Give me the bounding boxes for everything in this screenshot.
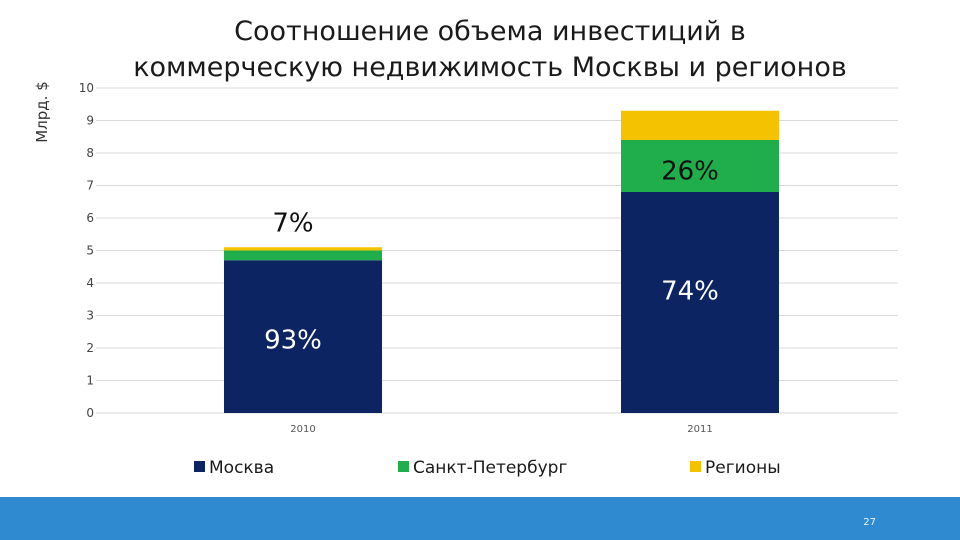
- x-axis-ticks: 2010 2011: [290, 424, 712, 435]
- bar-segment-2011-3: [621, 110, 779, 140]
- y-tick-label: 10: [79, 81, 94, 95]
- bar-segment-2011-2: [621, 140, 779, 192]
- y-tick-label: 6: [86, 211, 94, 225]
- legend-item-moscow: Москва: [194, 458, 274, 478]
- percentage-label: 74%: [661, 277, 719, 307]
- footer-bar: 27: [0, 497, 960, 540]
- legend-label-moscow: Москва: [209, 458, 275, 478]
- percentage-label: 7%: [272, 208, 313, 238]
- y-axis-ticks: 0 1 2 3 4 5 6 7 8 9 10: [79, 81, 94, 420]
- legend-label-regions: Регионы: [705, 458, 781, 478]
- bar-segment-2011-1: [621, 192, 779, 413]
- bars: [224, 110, 779, 413]
- y-tick-label: 9: [86, 114, 94, 128]
- y-tick-label: 1: [86, 374, 94, 388]
- y-tick-label: 0: [86, 406, 94, 420]
- x-tick-label: 2011: [687, 424, 712, 435]
- percentage-label: 26%: [661, 156, 719, 186]
- legend-swatch-regions: [690, 461, 701, 472]
- annotations: 93% 7% 74% 26%: [264, 156, 719, 355]
- y-tick-label: 3: [86, 309, 94, 323]
- bar-segment-2010-3: [224, 247, 382, 251]
- percentage-label: 93%: [264, 325, 322, 355]
- legend-swatch-spb: [398, 461, 409, 472]
- legend-swatch-moscow: [194, 461, 205, 472]
- y-tick-label: 7: [86, 179, 94, 193]
- y-tick-label: 8: [86, 146, 94, 160]
- x-tick-label: 2010: [290, 424, 315, 435]
- bar-segment-2010-2: [224, 250, 382, 261]
- bar-segment-2010-1: [224, 260, 382, 413]
- y-tick-label: 4: [86, 276, 94, 290]
- chart-title: Соотношение объема инвестиций в коммерче…: [133, 16, 847, 83]
- legend-item-spb: Санкт-Петербург: [398, 458, 567, 478]
- legend-item-regions: Регионы: [690, 458, 781, 478]
- legend: Москва Санкт-Петербург Регионы: [0, 458, 960, 480]
- legend-label-spb: Санкт-Петербург: [413, 458, 568, 478]
- y-tick-label: 5: [86, 244, 94, 258]
- y-tick-label: 2: [86, 341, 94, 355]
- page-number: 27: [863, 517, 876, 528]
